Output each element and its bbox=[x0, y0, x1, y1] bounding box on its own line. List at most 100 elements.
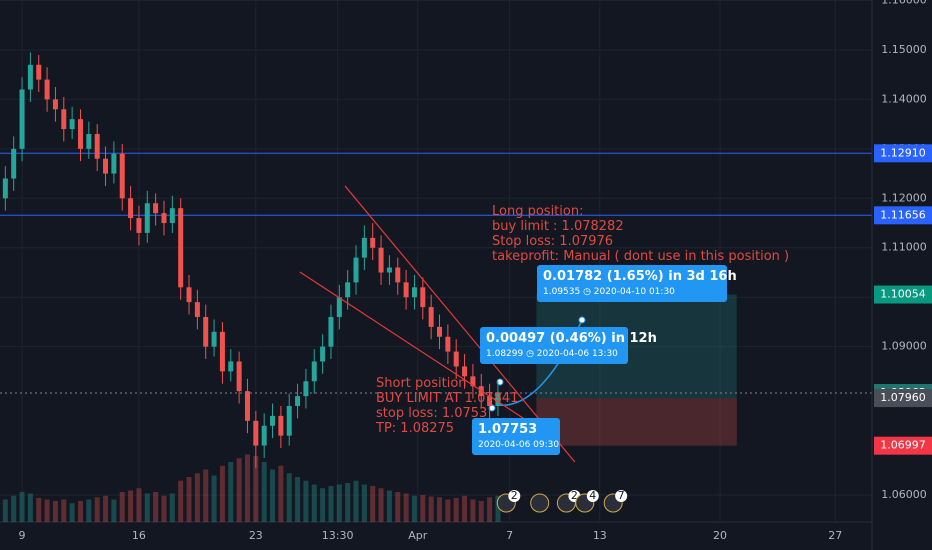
callout-sub: 2020-04-06 09:30 bbox=[478, 440, 560, 450]
candle-body bbox=[2, 178, 8, 199]
volume-bar bbox=[111, 499, 117, 522]
candle-body bbox=[353, 257, 359, 283]
candle-body bbox=[186, 287, 192, 303]
candle-body bbox=[111, 153, 117, 174]
volume-bar bbox=[11, 495, 17, 522]
candle-body bbox=[303, 381, 309, 397]
candle-body bbox=[244, 391, 250, 421]
volume-bar bbox=[19, 492, 25, 522]
volume-bar bbox=[311, 484, 317, 522]
y-tick-label: 1.12000 bbox=[881, 191, 927, 204]
price-label-box bbox=[874, 389, 932, 408]
candle-body bbox=[36, 64, 42, 80]
price-label: 1.10054 bbox=[880, 288, 926, 301]
event-badge bbox=[508, 490, 521, 502]
volume-bar bbox=[161, 495, 167, 522]
volume-bar bbox=[345, 483, 351, 522]
volume-bar bbox=[478, 501, 484, 522]
callout-main: 0.00497 (0.46%) in 12h bbox=[486, 331, 657, 346]
candle-body bbox=[86, 134, 92, 149]
x-tick-label: Apr bbox=[408, 529, 428, 542]
candle-body bbox=[462, 366, 468, 377]
candle-body bbox=[495, 393, 501, 406]
volume-bar bbox=[169, 493, 175, 522]
candle-body bbox=[345, 282, 351, 298]
candle-body bbox=[420, 287, 426, 308]
candle-body bbox=[253, 420, 259, 446]
x-tick-label: 9 bbox=[19, 529, 26, 542]
callout-main: 0.01782 (1.65%) in 3d 16h bbox=[543, 269, 737, 284]
candle-body bbox=[361, 237, 367, 258]
candle-body bbox=[386, 267, 392, 273]
volume-bar bbox=[94, 497, 100, 522]
measure-callout: 0.00497 (0.46%) in 12h 1.08299 ◷ 2020-04… bbox=[480, 327, 657, 364]
candle-body bbox=[103, 158, 109, 174]
volume-bar bbox=[428, 496, 434, 522]
volume-bar bbox=[2, 499, 8, 522]
volume-bar bbox=[228, 462, 234, 522]
price-label: 1.06997 bbox=[880, 439, 926, 452]
volume-bar bbox=[403, 493, 409, 522]
volume-bar bbox=[386, 490, 392, 522]
callout-sub: 1.09535 ◷ 2020-04-10 01:30 bbox=[543, 287, 675, 297]
price-label-box bbox=[874, 436, 932, 455]
candle-body bbox=[194, 302, 200, 317]
x-tick-label: 7 bbox=[506, 529, 513, 542]
y-tick-label: 1.06000 bbox=[881, 488, 927, 501]
volume-bar bbox=[153, 492, 159, 522]
volume-bar bbox=[286, 473, 292, 522]
volume-bar bbox=[453, 498, 459, 522]
candle-body bbox=[428, 307, 434, 327]
x-tick-label: 20 bbox=[713, 529, 727, 542]
price-label-box bbox=[874, 144, 932, 163]
candle-body bbox=[44, 79, 50, 100]
x-tick-label: 16 bbox=[132, 529, 146, 542]
measure-point bbox=[578, 316, 586, 324]
candle-body bbox=[178, 208, 184, 288]
callout-main: 1.07753 bbox=[478, 422, 538, 437]
candle-body bbox=[219, 331, 225, 372]
candle-body bbox=[94, 134, 100, 159]
volume-bar bbox=[361, 484, 367, 522]
candle-body bbox=[395, 267, 401, 283]
price-label-box bbox=[874, 285, 932, 304]
price-label: 1.07960 bbox=[880, 391, 926, 404]
candle-body bbox=[211, 331, 217, 347]
volume-bar bbox=[244, 454, 250, 522]
volume-bar bbox=[61, 499, 67, 522]
volume-bar bbox=[36, 498, 42, 522]
candle-body bbox=[278, 415, 284, 436]
volume-bar bbox=[270, 469, 276, 522]
candle-body bbox=[128, 198, 134, 219]
volume-bar bbox=[203, 469, 209, 522]
volume-bar bbox=[128, 490, 134, 522]
volume-bar bbox=[437, 497, 443, 522]
y-tick-label: 1.11000 bbox=[881, 241, 927, 254]
candle-body bbox=[270, 415, 276, 426]
volume-bar bbox=[278, 465, 284, 522]
candle-body bbox=[487, 396, 493, 406]
candle-body bbox=[169, 208, 175, 224]
candle-body bbox=[286, 405, 292, 436]
stop-zone bbox=[536, 398, 737, 446]
volume-bar bbox=[261, 462, 267, 522]
candle-body bbox=[19, 89, 25, 149]
candle-body bbox=[77, 119, 83, 149]
price-label: 1.12910 bbox=[880, 146, 926, 159]
volume-bar bbox=[86, 499, 92, 522]
candle-body bbox=[119, 153, 125, 199]
candle-body bbox=[378, 247, 384, 273]
trendline bbox=[344, 185, 576, 463]
event-count: 2 bbox=[511, 489, 518, 502]
volume-bar bbox=[470, 499, 476, 522]
short-note: Short position : BUY LIMIT AT 1.07841 st… bbox=[376, 376, 519, 436]
candle-body bbox=[52, 99, 58, 110]
candle-body bbox=[261, 425, 267, 446]
callout-sub: 1.08299 ◷ 2020-04-06 13:30 bbox=[486, 349, 618, 359]
volume-bar bbox=[336, 484, 342, 522]
volume-bar bbox=[253, 456, 259, 522]
y-tick-label: 1.15000 bbox=[881, 43, 927, 56]
measure-callout: 0.01782 (1.65%) in 3d 16h 1.09535 ◷ 2020… bbox=[537, 265, 737, 302]
trendline bbox=[299, 271, 546, 433]
